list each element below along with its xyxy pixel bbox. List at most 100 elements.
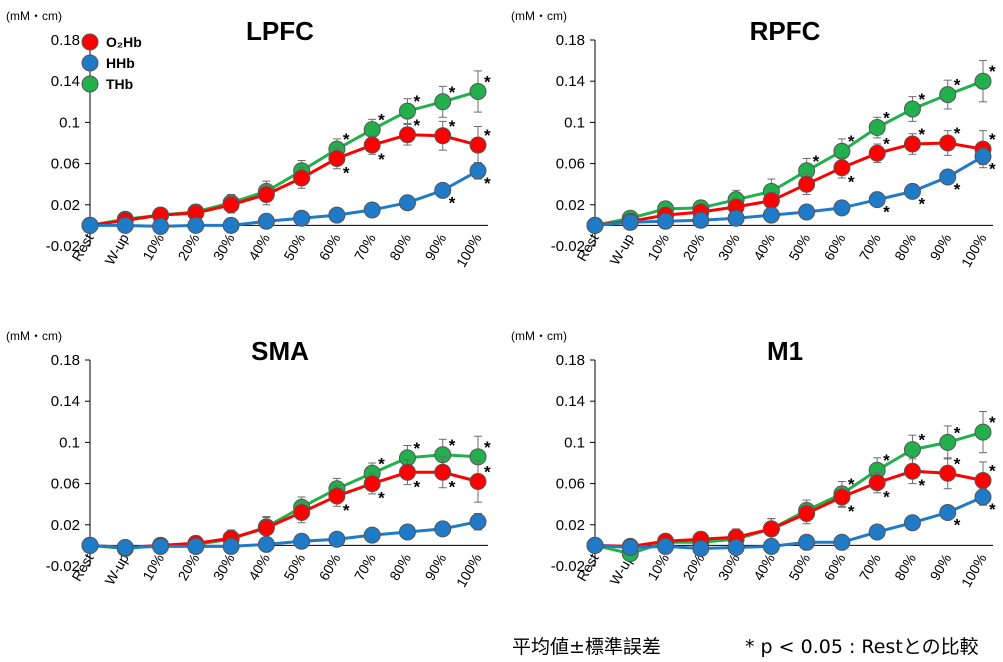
data-point: [328, 487, 346, 505]
significance-star: *: [883, 109, 890, 128]
x-tick-label: 80%: [891, 551, 919, 583]
significance-star: *: [378, 454, 385, 473]
y-tick-label: 0.18: [556, 32, 585, 49]
x-tick-label: 60%: [316, 551, 344, 583]
data-point: [762, 520, 780, 538]
y-tick-label: 0.02: [51, 517, 80, 534]
data-point: [939, 86, 957, 104]
x-tick-label: 100%: [453, 551, 485, 590]
data-point: [434, 520, 452, 538]
data-point: [833, 159, 851, 177]
series-line: [89, 520, 479, 550]
data-point: [974, 147, 992, 165]
data-point: [657, 212, 675, 230]
x-tick-label: 60%: [821, 231, 849, 263]
y-tick-label: 0.18: [556, 352, 585, 369]
significance-star: *: [954, 76, 961, 95]
data-point: [727, 209, 745, 227]
data-point: [868, 119, 886, 137]
significance-star: *: [378, 489, 385, 508]
x-tick-label: 30%: [210, 551, 238, 583]
significance-star: *: [484, 438, 491, 457]
data-point: [363, 201, 381, 219]
x-tick-label: 80%: [386, 551, 414, 583]
data-point: [974, 423, 992, 441]
y-tick-label: 0.06: [556, 476, 585, 493]
x-tick-label: 40%: [245, 231, 273, 263]
x-tick-label: 90%: [926, 231, 954, 263]
series-THb: [586, 411, 992, 563]
legend-marker: [81, 75, 99, 93]
data-point: [81, 536, 99, 554]
data-point: [903, 441, 921, 459]
significance-star: *: [883, 451, 890, 470]
significance-star: *: [848, 502, 855, 521]
x-tick-label: 90%: [926, 551, 954, 583]
series-HHb: [586, 488, 992, 557]
data-point: [116, 216, 134, 234]
y-tick-label: 0.06: [556, 156, 585, 173]
series-THb: [81, 435, 487, 557]
data-point: [903, 462, 921, 480]
significance-star: *: [918, 125, 925, 144]
significance-star: *: [883, 203, 890, 222]
data-point: [469, 136, 487, 154]
significance-star: *: [989, 462, 996, 481]
x-tick-label: 40%: [750, 231, 778, 263]
data-point: [833, 533, 851, 551]
significance-star: *: [954, 124, 961, 143]
significance-star: *: [449, 193, 456, 212]
x-tick-label: 70%: [856, 231, 884, 263]
data-point: [398, 126, 416, 144]
x-tick-label: 10%: [139, 551, 167, 583]
x-tick-label: 10%: [644, 551, 672, 583]
data-point: [257, 186, 275, 203]
y-tick-label: 0.1: [59, 434, 80, 451]
y-tick-label: -0.02: [551, 558, 585, 575]
data-point: [974, 72, 992, 90]
data-point: [868, 144, 886, 162]
data-point: [762, 537, 780, 555]
x-tick-label: 30%: [210, 231, 238, 263]
y-tick-label: 0.02: [556, 517, 585, 534]
x-tick-label: 70%: [351, 231, 379, 263]
significance-star: *: [848, 475, 855, 494]
y-unit-label: (mM・cm): [511, 329, 567, 343]
significance-star: *: [449, 436, 456, 455]
x-tick-label: 80%: [891, 231, 919, 263]
significance-star: *: [484, 463, 491, 482]
x-tick-label: 60%: [316, 231, 344, 263]
chart-title: LPFC: [246, 16, 314, 46]
significance-star: *: [989, 413, 996, 432]
x-tick-label: 100%: [958, 231, 990, 270]
data-point: [939, 503, 957, 521]
data-point: [974, 488, 992, 506]
x-tick-label: 70%: [856, 551, 884, 583]
legend-label: HHb: [106, 55, 135, 71]
x-tick-label: 20%: [175, 551, 203, 583]
data-point: [363, 136, 381, 154]
data-point: [868, 191, 886, 209]
series-line: [89, 453, 479, 551]
data-point: [798, 504, 816, 522]
x-tick-label: 70%: [351, 551, 379, 583]
data-point: [727, 538, 745, 556]
y-unit-label: (mM・cm): [6, 329, 62, 343]
x-tick-label: 30%: [715, 231, 743, 263]
chart-title: M1: [767, 336, 803, 366]
data-point: [798, 175, 816, 193]
data-point: [469, 83, 487, 100]
series-OHb: [81, 120, 487, 234]
series-HHb: [81, 162, 487, 235]
significance-star: *: [989, 130, 996, 149]
data-point: [187, 537, 205, 555]
significance-star: *: [954, 180, 961, 199]
y-tick-label: 0.14: [51, 393, 80, 410]
data-point: [293, 503, 311, 521]
x-tick-label: 40%: [750, 551, 778, 583]
x-tick-label: Rest: [68, 551, 96, 584]
significance-star: *: [449, 477, 456, 496]
x-tick-label: 50%: [280, 551, 308, 583]
significance-star: *: [989, 159, 996, 178]
